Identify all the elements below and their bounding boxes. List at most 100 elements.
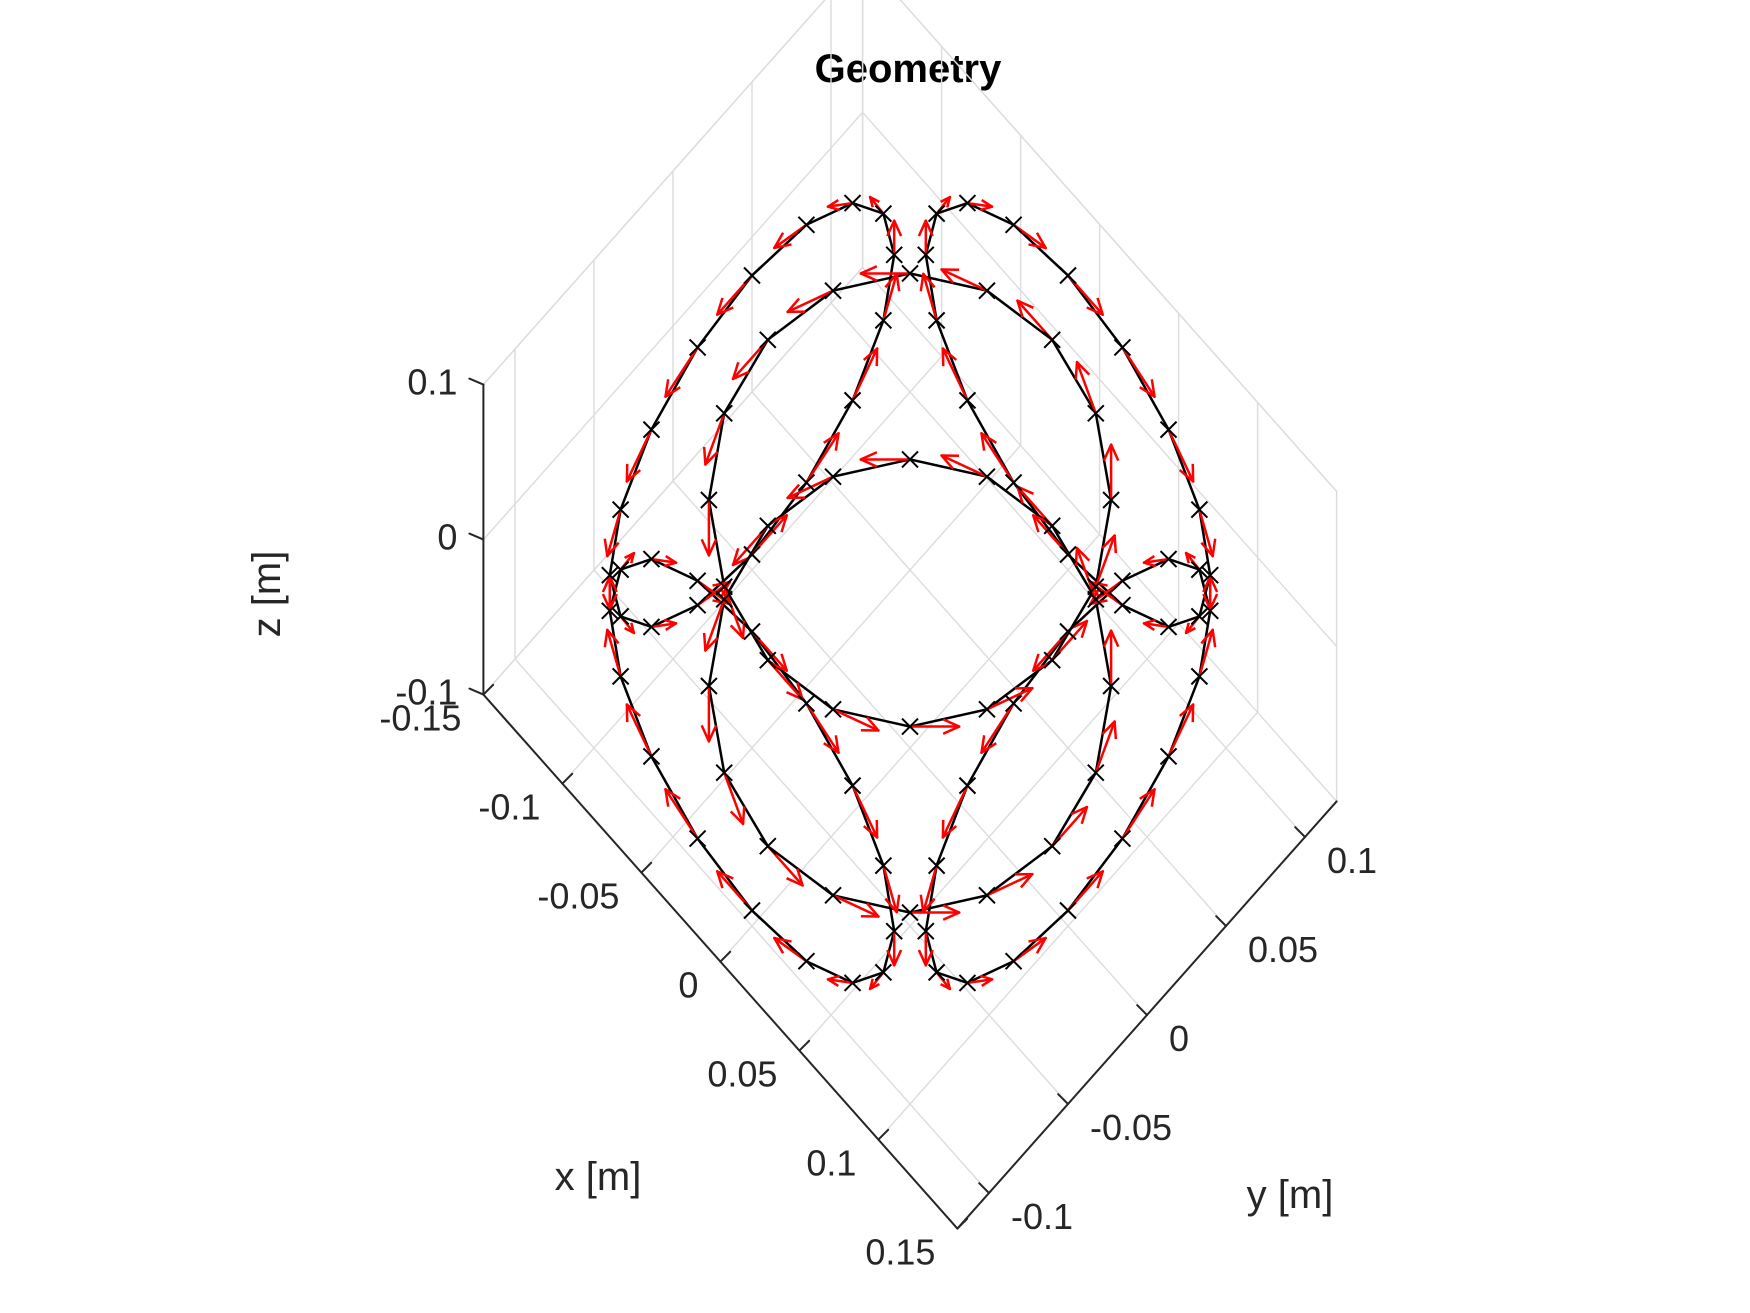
arrow-head	[859, 265, 878, 282]
current-arrow	[882, 864, 898, 914]
arrow-head	[786, 483, 806, 500]
arrow-head	[862, 819, 879, 839]
sample-marker	[1102, 491, 1120, 509]
y-axis-label: y [m]	[1247, 1173, 1334, 1217]
x-tick	[877, 1128, 890, 1141]
y-tick-label: 0.05	[1248, 929, 1318, 970]
arrow-head	[823, 432, 840, 451]
sample-marker	[1087, 404, 1105, 423]
current-arrow	[625, 428, 653, 483]
sample-marker	[611, 607, 630, 626]
sample-marker	[1102, 677, 1120, 695]
sample-marker	[688, 829, 707, 848]
arrow-head	[770, 514, 789, 533]
sample-marker	[688, 572, 707, 590]
sample-marker	[688, 338, 707, 357]
sample-marker	[743, 266, 761, 285]
arrow-head	[786, 297, 806, 314]
sample-marker	[1043, 651, 1061, 669]
sample-marker	[715, 404, 733, 423]
sample-marker	[824, 886, 842, 905]
sample-marker	[1201, 566, 1219, 584]
current-arrow	[966, 978, 994, 985]
sample-marker	[1159, 747, 1178, 766]
x-tick-label: 0.1	[806, 1143, 856, 1184]
current-arrow	[1121, 346, 1156, 398]
arrow-head	[729, 620, 746, 640]
sample-marker	[1190, 500, 1209, 519]
sample-marker	[1201, 602, 1219, 620]
arrow-head	[1102, 443, 1120, 462]
z-tick	[468, 377, 485, 386]
sample-marker	[958, 776, 977, 795]
arrow-head	[980, 432, 997, 451]
sample-marker	[1043, 837, 1061, 855]
z-tick	[468, 687, 485, 696]
x-tick	[482, 683, 495, 696]
wire-loop	[608, 557, 896, 985]
current-arrow	[650, 622, 678, 629]
x-tick-label: 0.15	[865, 1232, 935, 1273]
arrow-head	[940, 454, 960, 470]
arrow-head	[860, 902, 880, 918]
z-tick-label: 0	[437, 517, 457, 558]
arrow-head	[1031, 514, 1050, 533]
sample-marker	[611, 500, 630, 519]
sample-marker	[1059, 901, 1077, 920]
grid-line	[672, 480, 1148, 1016]
arrow-head	[1074, 360, 1091, 380]
sample-marker	[1004, 694, 1023, 713]
arrow-head	[980, 735, 997, 754]
x-axis-label: x [m]	[555, 1155, 642, 1199]
current-arrow	[722, 771, 745, 826]
arrow-head	[1070, 805, 1089, 825]
current-arrow	[922, 864, 938, 914]
arrow-head	[770, 653, 789, 672]
z-tick-label: -0.1	[395, 672, 457, 713]
y-tick	[1136, 1004, 1148, 1016]
arrow-head	[884, 894, 901, 914]
arrow-head	[1142, 555, 1157, 568]
arrow-head	[942, 904, 961, 921]
x-tick	[719, 950, 732, 963]
wire-loop	[924, 557, 1212, 985]
sample-marker	[901, 903, 919, 922]
current-arrow	[606, 628, 622, 678]
sample-marker	[1159, 420, 1178, 439]
sample-marker	[759, 837, 777, 855]
arrow-head	[979, 199, 994, 212]
current-arrow	[1094, 720, 1116, 774]
current-arrow	[941, 784, 969, 839]
arrow-head	[729, 806, 746, 826]
arrow-head	[625, 703, 642, 723]
x-tick-label: -0.1	[478, 787, 540, 828]
sample-marker	[715, 763, 733, 782]
sample-marker	[824, 700, 842, 719]
sample-marker	[958, 391, 977, 410]
sample-marker	[611, 560, 630, 579]
arrow-head	[1014, 686, 1034, 703]
arrow-head	[715, 297, 734, 316]
sample-marker	[874, 311, 893, 330]
arrow-head	[886, 219, 903, 237]
wire-loop	[924, 201, 1212, 629]
arrow-head	[1139, 379, 1156, 398]
sample-markers	[601, 194, 1219, 992]
sample-marker	[642, 550, 661, 568]
y-tick-label: -0.1	[1011, 1196, 1073, 1237]
current-arrow	[625, 703, 653, 758]
sample-marker	[1159, 618, 1178, 636]
sample-marker	[843, 391, 862, 410]
current-arrow	[966, 201, 994, 208]
sample-marker	[797, 216, 816, 234]
arrow-head	[1200, 538, 1217, 558]
sample-marker	[759, 517, 777, 535]
arrow-head	[942, 718, 961, 735]
arrow-head	[1202, 593, 1219, 611]
sample-marker	[743, 901, 761, 920]
arrow-head	[773, 936, 792, 954]
grid-line	[482, 0, 826, 386]
arrow-head	[862, 347, 879, 367]
arrow-head	[601, 575, 618, 593]
